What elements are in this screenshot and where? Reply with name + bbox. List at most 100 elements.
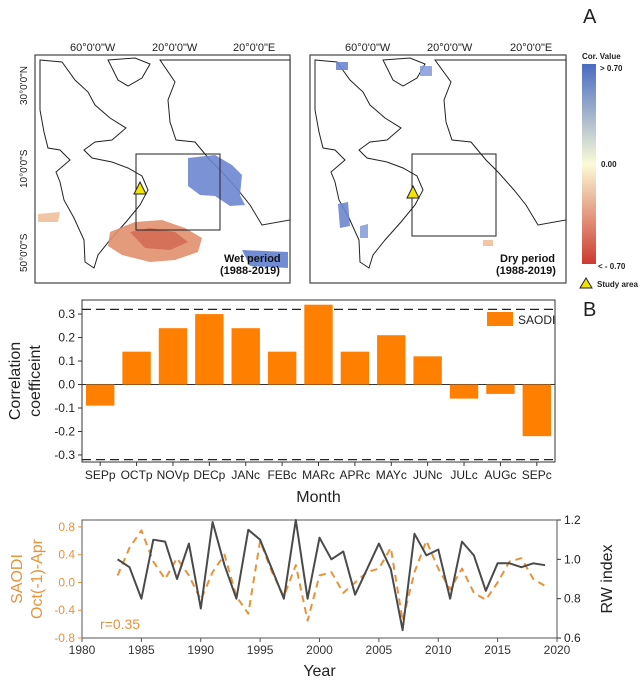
lon-tick-20w-right: 20°0'0"W bbox=[427, 42, 473, 54]
legend-colorbar bbox=[582, 64, 596, 264]
line-ylabel-right: RW index bbox=[599, 544, 616, 613]
map-dry: Dry period (1988-2019) bbox=[309, 54, 567, 284]
bar-xtick-label: MARc bbox=[302, 468, 335, 482]
bar-xtick-label: JULc bbox=[450, 468, 477, 482]
lat-tick-50s: 50°0'0"S bbox=[19, 233, 30, 272]
bar-ytick-label: 0.2 bbox=[58, 331, 75, 345]
bar-SEPp bbox=[86, 384, 115, 406]
line-xtick-label: 1985 bbox=[128, 643, 155, 657]
line-ytick-left-label: 0.8 bbox=[58, 520, 75, 534]
legend-title: Cor. Value bbox=[582, 52, 621, 61]
bar-AUGc bbox=[486, 384, 515, 394]
bar-JULc bbox=[449, 384, 479, 399]
line-xlabel: Year bbox=[303, 663, 336, 680]
line-xtick-label: 1990 bbox=[187, 643, 214, 657]
wet-blue-atlantic bbox=[188, 155, 245, 206]
bar-xtick-label: NOVp bbox=[157, 468, 190, 482]
wet-blue-southeast bbox=[242, 250, 288, 268]
lon-tick-60w-left: 60°0'0"W bbox=[70, 42, 116, 54]
bar-xtick-label: MAYc bbox=[376, 468, 407, 482]
bar-ytick-label: 0.1 bbox=[58, 354, 75, 368]
map-wet-coastlines bbox=[39, 57, 291, 269]
map-dry-greenland bbox=[382, 57, 426, 87]
line-ytick-left-label: 0.0 bbox=[58, 575, 75, 589]
line-xtick-label: 1995 bbox=[247, 643, 274, 657]
bar-JANc bbox=[231, 328, 260, 385]
bar-xlabel: Month bbox=[296, 489, 340, 506]
map-wet-americas bbox=[39, 59, 149, 269]
bar-ylabel-line2: coefficeint bbox=[27, 345, 44, 417]
map-dry-study-area-icon bbox=[406, 184, 420, 199]
series-line-saodi bbox=[116, 529, 546, 622]
bar-xtick-label: AUGc bbox=[484, 468, 516, 482]
lon-tick-20w-left: 20°0'0"W bbox=[152, 42, 198, 54]
line-ytick-left-label: -0.8 bbox=[54, 631, 75, 645]
dry-orange-south bbox=[483, 240, 493, 246]
map-dry-years: (1988-2019) bbox=[496, 265, 556, 277]
map-legend: Cor. Value > 0.70 0.00 < - 0.70 Study ar… bbox=[579, 52, 638, 289]
line-ytick-right-label: 0.8 bbox=[564, 592, 581, 606]
line-xtick-label: 2000 bbox=[306, 643, 333, 657]
bar-APRc bbox=[340, 351, 370, 385]
line-ytick-left-label: 0.4 bbox=[58, 548, 75, 562]
wet-red-core bbox=[130, 228, 188, 250]
bar-xtick-label: SEPc bbox=[522, 468, 552, 482]
bar-xtick-label: FEBc bbox=[267, 468, 296, 482]
legend-mid: 0.00 bbox=[601, 160, 617, 169]
legend-max: > 0.70 bbox=[600, 64, 623, 73]
line-ylabel-left-1: SAODI bbox=[9, 554, 26, 604]
line-ytick-left-label: -0.4 bbox=[54, 603, 75, 617]
line-xtick-label: 2005 bbox=[366, 643, 393, 657]
map-wet-title: Wet period bbox=[224, 253, 281, 265]
bar-xtick-label: DECp bbox=[193, 468, 225, 482]
map-wet-study-area-icon bbox=[133, 180, 147, 195]
panel-label-b: B bbox=[583, 299, 596, 321]
panel-label-a: A bbox=[583, 6, 597, 28]
bar-MARc bbox=[304, 304, 333, 385]
line-xtick-label: 1980 bbox=[69, 643, 96, 657]
bar-xtick-label: JANc bbox=[231, 468, 260, 482]
map-wet-greenland bbox=[107, 57, 151, 87]
map-wet: Wet period (1988-2019) bbox=[34, 54, 291, 284]
bar-xtick-label: OCTp bbox=[121, 468, 153, 482]
map-dry-title: Dry period bbox=[500, 253, 555, 265]
series-line-rw-index bbox=[117, 519, 546, 632]
lon-tick-20e-right: 20°0'0"E bbox=[510, 42, 552, 54]
bar-ytick-label: -0.3 bbox=[54, 448, 75, 462]
legend-study-area: Study area bbox=[597, 280, 638, 289]
line-ylabel-left-2: Oct(-1)-Apr bbox=[29, 538, 46, 619]
bar-NOVp bbox=[158, 328, 188, 385]
bar-FEBc bbox=[267, 351, 297, 385]
bar-ytick-label: -0.2 bbox=[54, 424, 75, 438]
dry-blue-north bbox=[336, 62, 348, 70]
bar-SEPc bbox=[522, 384, 551, 437]
line-xtick-label: 2010 bbox=[425, 643, 452, 657]
lat-ticks: 30°0'0"N 10°0'0"S 50°0'0"S bbox=[19, 66, 30, 272]
line-chart: 1980 1985 1990 1995 2000 2005 2010 2015 2020 0.8 0… bbox=[9, 513, 616, 680]
bar-xtick-label: APRc bbox=[340, 468, 371, 482]
lon-ticks: 60°0'0"W 20°0'0"W 20°0'0"E 60°0'0"W 20°0… bbox=[70, 42, 552, 54]
map-dry-africa bbox=[434, 59, 567, 226]
wet-orange-pacific bbox=[38, 212, 60, 222]
line-ytick-right-label: 1.0 bbox=[564, 552, 581, 566]
line-ytick-right-label: 1.2 bbox=[564, 513, 581, 527]
bar-DECp bbox=[195, 314, 224, 385]
bar-ytick-label: -0.1 bbox=[54, 401, 75, 415]
bar-xtick-label: JUNc bbox=[413, 468, 442, 482]
bar-chart: 0.3 0.2 0.1 0.0 -0.1 -0.2 -0.3 SEPp OCTp NOVp DECp… bbox=[7, 299, 556, 506]
bar-xtick-label: SEPp bbox=[85, 468, 116, 482]
line-ytick-right-label: 0.6 bbox=[564, 631, 581, 645]
lat-tick-30n: 30°0'0"N bbox=[19, 66, 30, 105]
bar-legend-swatch bbox=[487, 312, 513, 326]
dry-blue-north-atlantic bbox=[420, 66, 432, 76]
legend-min: < - 0.70 bbox=[598, 262, 626, 271]
map-wet-years: (1988-2019) bbox=[220, 265, 280, 277]
line-xtick-label: 2015 bbox=[484, 643, 511, 657]
bar-JUNc bbox=[413, 356, 442, 385]
lat-tick-10s: 10°0'0"S bbox=[19, 149, 30, 188]
map-dry-corr-cells bbox=[336, 62, 493, 246]
dry-blue-south bbox=[360, 224, 368, 238]
bar-ylabel-line1: Correlation bbox=[7, 342, 24, 420]
bar-ytick-label: 0.3 bbox=[58, 307, 75, 321]
